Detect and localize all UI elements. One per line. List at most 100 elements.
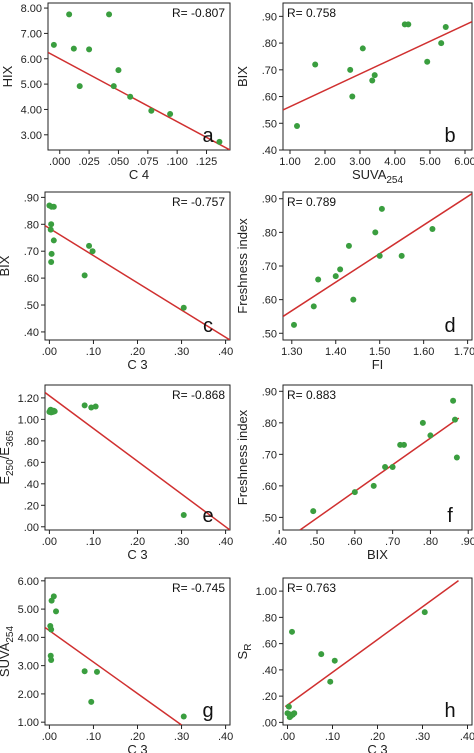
panel-f-x-axis-label: BIX — [367, 547, 388, 562]
panel-h-y-tick-label: .00 — [262, 717, 277, 729]
panel-b-r-value: R= 0.758 — [287, 6, 336, 20]
panel-f-data-point — [310, 508, 317, 515]
panel-a-r-value: R= -0.807 — [172, 6, 225, 20]
panel-d-data-point — [372, 229, 379, 236]
panel-d-data-point — [290, 321, 297, 328]
panel-a: .000 .025 .050 .075 .100 .125 3.00 4.00 5.00 6.00… — [0, 2, 231, 182]
panel-h-r-value: R= 0.763 — [287, 581, 336, 595]
panel-d-y-axis-label: Freshness index — [235, 218, 250, 314]
panel-a-x-tick-label: .000 — [49, 156, 70, 168]
panel-e-x-axis-label: C 3 — [127, 547, 147, 562]
panel-b-data-point — [347, 66, 354, 73]
panel-h-y-tick-label: .40 — [262, 665, 277, 677]
panel-h-letter: h — [444, 700, 455, 722]
panel-g-x-tick-label: .40 — [218, 731, 233, 743]
panel-d-y-tick-label: .90 — [262, 194, 277, 206]
panel-c-x-tick-label: .10 — [86, 346, 101, 358]
panel-b-letter: b — [444, 125, 455, 147]
panel-c-data-point — [89, 248, 96, 255]
panel-a-fit-line — [48, 51, 230, 150]
panel-a-y-tick-label: 3.00 — [21, 130, 42, 142]
panel-b-data-point — [442, 24, 449, 31]
panel-g-y-tick-label: 6.00 — [18, 576, 39, 588]
panel-g-x-tick-label: .10 — [86, 731, 101, 743]
panel-h-data-point — [327, 678, 334, 685]
panel-e-x-tick-label: .00 — [42, 536, 57, 548]
panel-b-x-tick-label: 5.00 — [419, 156, 440, 168]
panel-g-data-point — [180, 713, 187, 720]
panel-f-x-tick-label: .40 — [272, 536, 287, 548]
panel-g-y-tick-label: 3.00 — [18, 661, 39, 673]
panel-c-y-tick-label: .50 — [24, 300, 39, 312]
panel-f-data-point — [351, 489, 358, 496]
panel-g-fit-line — [45, 626, 182, 725]
panel-a-y-tick-label: 7.00 — [21, 28, 42, 40]
panel-b-fit-line — [283, 21, 472, 111]
panel-f-fit-line — [299, 417, 460, 530]
panel-a-x-tick-label: .100 — [166, 156, 187, 168]
panel-e-r-value: R= -0.868 — [172, 388, 225, 402]
panel-b-data-point — [371, 72, 378, 79]
panel-h-data-point — [331, 657, 338, 664]
panel-g-y-tick-label: 4.00 — [18, 632, 39, 644]
panel-g-x-tick-label: .00 — [42, 731, 57, 743]
panel-b-y-tick-label: .50 — [262, 118, 277, 130]
panel-a-data-point — [127, 93, 134, 100]
panel-h-y-axis-label: SR — [235, 644, 254, 660]
panel-b-y-tick-label: .60 — [262, 92, 277, 104]
panel-g-data-point — [48, 626, 55, 633]
panel-g-data-point — [93, 668, 100, 675]
panel-f-x-tick-label: .60 — [347, 536, 362, 548]
panel-a-data-point — [148, 107, 155, 114]
panel-d-x-tick-label: 1.60 — [413, 346, 434, 358]
panel-c-data-point — [86, 242, 93, 249]
panel-g-x-axis-label: C 3 — [127, 742, 147, 753]
panel-f: .40 .50 .60 .70 .80 .90 .50 .60 .70 .80 .90 R= 0.88… — [235, 384, 474, 562]
panel-a-data-point — [115, 67, 122, 74]
panel-g-y-axis-label: SUVA254 — [0, 626, 16, 678]
panel-a-data-point — [216, 138, 223, 145]
panel-f-data-point — [450, 397, 457, 404]
panel-a-y-tick-label: 8.00 — [21, 3, 42, 15]
panel-f-frame — [282, 384, 473, 531]
panel-g-data-point — [53, 608, 60, 615]
panel-d-data-point — [310, 303, 317, 310]
panel-b-x-tick-label: 6.00 — [454, 156, 474, 168]
panel-h-x-tick-label: .10 — [325, 731, 340, 743]
panel-a-data-point — [106, 11, 113, 18]
panel-f-y-tick-label: .70 — [262, 449, 277, 461]
panel-e-y-tick-label: 1.00 — [18, 414, 39, 426]
panel-c-data-point — [50, 203, 57, 210]
panel-f-x-tick-label: .80 — [423, 536, 438, 548]
panel-c-y-tick-label: .90 — [24, 192, 39, 204]
panel-e-x-tick-label: .10 — [86, 536, 101, 548]
panel-d-x-tick-label: 1.50 — [369, 346, 390, 358]
panel-c-x-tick-label: .40 — [218, 346, 233, 358]
panel-f-data-point — [400, 441, 407, 448]
panel-e-x-tick-label: .30 — [174, 536, 189, 548]
panel-e-data-point — [81, 402, 88, 409]
panel-h-data-point — [421, 609, 428, 616]
panel-e-y-axis-label: E250/E365 — [0, 430, 16, 485]
panel-b-y-tick-label: .90 — [262, 11, 277, 23]
panel-f-x-tick-label: .90 — [461, 536, 474, 548]
panel-f-data-point — [453, 454, 460, 461]
panel-c-fit-line — [45, 224, 230, 340]
panel-b-data-point — [294, 122, 300, 129]
panel-h-x-axis-label: C 3 — [367, 742, 387, 753]
panel-d-data-point — [332, 273, 339, 280]
panel-c-data-point — [81, 272, 88, 279]
panel-f-data-point — [419, 419, 426, 426]
panel-a-data-point — [70, 45, 77, 52]
panel-b-data-point — [312, 61, 319, 68]
panel-d-data-point — [429, 226, 436, 232]
panel-a-y-axis-label: HIX — [0, 65, 15, 87]
panel-d-y-tick-label: .60 — [262, 295, 277, 307]
panel-a-data-point — [86, 46, 93, 53]
panel-g-y-tick-label: 2.00 — [18, 689, 39, 701]
panel-e-data-point — [180, 511, 187, 518]
panel-d-data-point — [337, 266, 344, 273]
panel-a-data-point — [167, 111, 174, 118]
panel-b-x-tick-label: 4.00 — [384, 156, 405, 168]
panel-c-x-tick-label: .00 — [42, 346, 57, 358]
